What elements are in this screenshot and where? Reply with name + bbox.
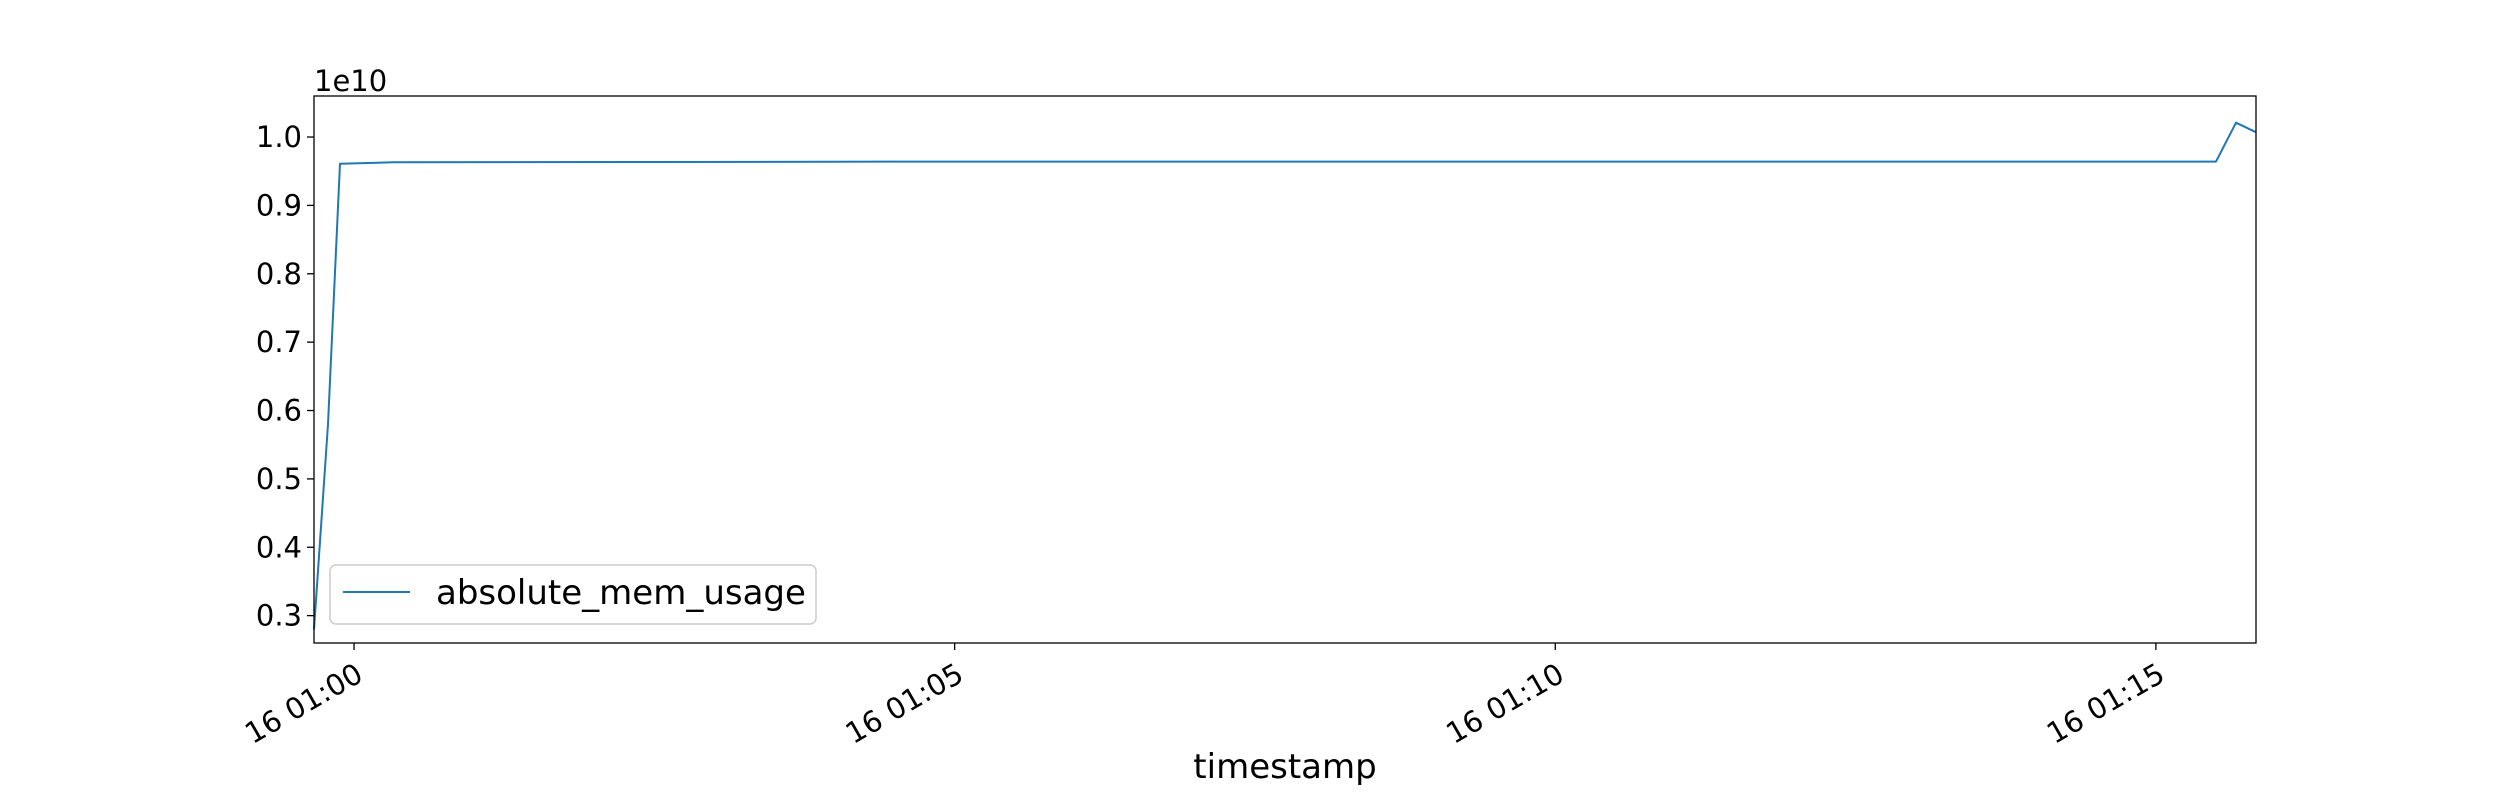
x-axis-label: timestamp [1193,747,1376,787]
y-tick-label: 0.5 [256,462,302,496]
y-tick-label: 0.8 [256,257,302,291]
x-tick-label: 16 01:10 [1440,656,1569,750]
y-offset-text: 1e10 [314,64,387,98]
y-axis: 0.3 0.4 0.5 0.6 0.7 0.8 0.9 1.0 [256,120,314,633]
x-tick-label: 16 01:00 [239,656,368,750]
y-tick-label: 1.0 [256,120,302,154]
x-tick-label: 16 01:15 [2041,656,2170,750]
legend-label: absolute_mem_usage [436,573,806,613]
legend: absolute_mem_usage [329,564,817,625]
y-tick-label: 0.9 [256,188,302,222]
series-line-absolute_mem_usage [313,121,2257,630]
plot-frame [313,95,2257,644]
legend-box [329,564,817,625]
y-tick-label: 0.6 [256,394,302,428]
y-tick-label: 0.3 [256,599,302,633]
y-tick-label: 0.7 [256,325,302,359]
x-axis: 16 01:00 16 01:05 16 01:10 16 01:15 [239,643,2170,751]
series-layer [313,121,2257,630]
y-tick-label: 0.4 [256,530,302,564]
x-tick-label: 16 01:05 [840,656,969,750]
